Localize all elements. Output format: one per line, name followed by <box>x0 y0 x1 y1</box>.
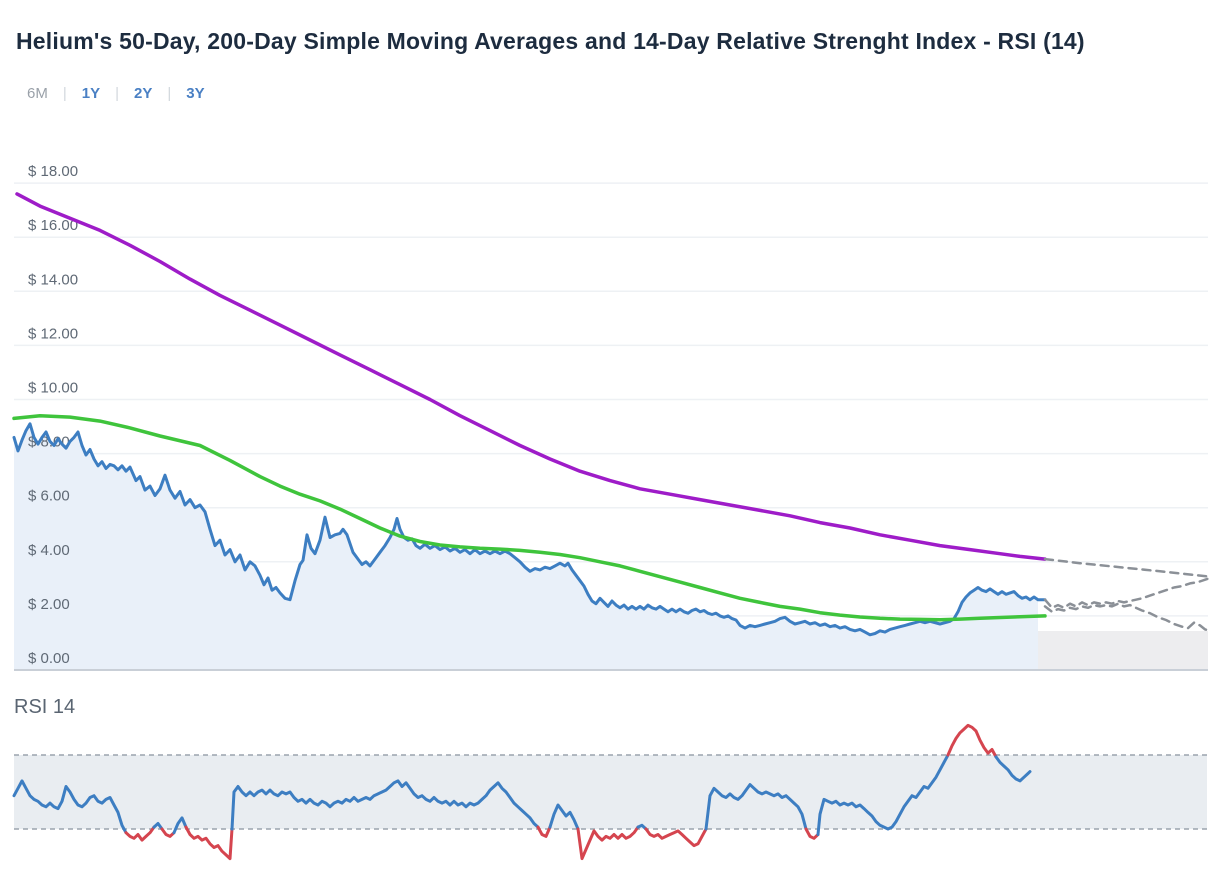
range-separator: | <box>62 85 67 102</box>
range-option-6m[interactable]: 6M <box>27 85 48 102</box>
rsi-line-out-of-band <box>536 825 552 838</box>
range-separator: | <box>167 85 172 102</box>
range-option-2y[interactable]: 2Y <box>134 85 153 102</box>
rsi-line-out-of-band <box>804 827 820 840</box>
y-tick-label: $ 10.00 <box>28 380 78 397</box>
page-title: Helium's 50-Day, 200-Day Simple Moving A… <box>16 28 1085 54</box>
rsi-line <box>230 779 540 831</box>
rsi-line <box>994 755 1032 783</box>
rsi-line-out-of-band <box>184 825 234 861</box>
range-option-1y[interactable]: 1Y <box>81 85 101 102</box>
rsi-line <box>172 816 188 835</box>
range-separator: | <box>115 85 120 102</box>
y-tick-label: $ 18.00 <box>28 163 78 180</box>
rsi-line-out-of-band <box>946 723 998 759</box>
series-sma-200 <box>15 192 1047 561</box>
series-sma-50 <box>12 413 1047 622</box>
y-tick-label: $ 0.00 <box>28 650 70 667</box>
rsi-line <box>548 803 580 831</box>
rsi-line <box>12 779 128 835</box>
y-tick-label: $ 4.00 <box>28 542 70 559</box>
rsi-panel-title: RSI 14 <box>14 696 76 718</box>
range-selector: 6M | 1Y | 2Y | 3Y <box>27 85 205 102</box>
rsi-line <box>152 822 164 831</box>
forecast-region-fill <box>1038 631 1208 669</box>
y-tick-label: $ 6.00 <box>28 488 70 505</box>
series-sma-200-forecast <box>1043 557 1212 578</box>
rsi-line-out-of-band <box>124 825 156 842</box>
rsi-line <box>816 753 950 836</box>
rsi-line-out-of-band <box>644 827 708 848</box>
rsi-band <box>14 755 1207 829</box>
rsi-line-out-of-band <box>576 825 640 861</box>
y-tick-label: $ 14.00 <box>28 271 78 288</box>
y-tick-label: $ 2.00 <box>28 596 70 613</box>
price-area-fill <box>14 423 1038 670</box>
series-price-forecast-high <box>1043 576 1212 610</box>
y-tick-label: $ 16.00 <box>28 217 78 234</box>
series-price <box>12 422 1047 637</box>
range-option-3y[interactable]: 3Y <box>186 85 205 102</box>
y-tick-label: $ 12.00 <box>28 325 78 342</box>
rsi-line <box>704 783 808 831</box>
rsi-line-out-of-band <box>160 827 176 838</box>
series-price-forecast-low <box>1043 602 1212 633</box>
rsi-line <box>636 823 648 831</box>
